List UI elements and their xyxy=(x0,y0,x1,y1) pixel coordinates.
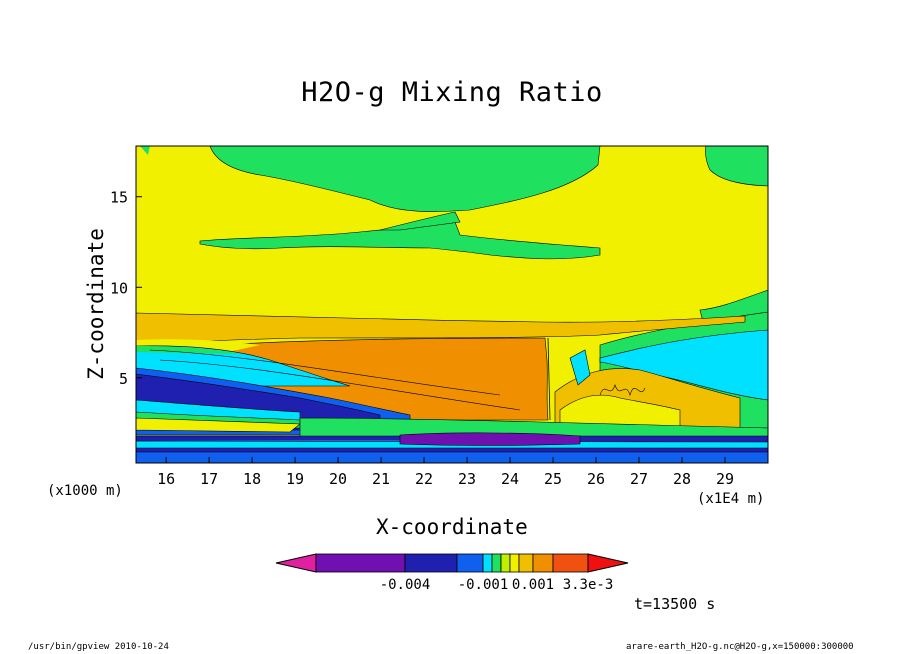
colorbar-segment xyxy=(456,553,484,573)
colorbar-label: -0.001 xyxy=(458,577,509,593)
y-tick-label: 10 xyxy=(110,279,128,297)
footer-right: arare-earth_H2O-g.nc@H2O-g,x=150000:3000… xyxy=(626,642,854,652)
x-axis-label: X-coordinate xyxy=(376,515,528,539)
colorbar-segment xyxy=(491,553,502,573)
colorbar-arrow-low xyxy=(275,553,317,573)
colorbar-segment xyxy=(552,553,589,573)
x-tick-label: 24 xyxy=(501,470,519,488)
y-tick-label: 5 xyxy=(119,370,128,388)
colorbar-arrow-high xyxy=(587,553,629,573)
x-unit-left: (x1000 m) xyxy=(47,483,123,499)
x-tick-label: 18 xyxy=(243,470,261,488)
y-tick-label: 15 xyxy=(110,189,128,207)
colorbar-label: 0.001 xyxy=(512,577,554,593)
x-tick-label: 28 xyxy=(673,470,691,488)
chart-title: H2O-g Mixing Ratio xyxy=(301,77,603,108)
plot-frame xyxy=(135,145,769,464)
x-tick-label: 21 xyxy=(372,470,390,488)
x-tick-label: 26 xyxy=(587,470,605,488)
x-tick-label: 19 xyxy=(286,470,304,488)
colorbar-segment xyxy=(518,553,534,573)
x-tick-label: 22 xyxy=(415,470,433,488)
x-tick-label: 29 xyxy=(716,470,734,488)
colorbar-label: -0.004 xyxy=(380,577,431,593)
colorbar-segment xyxy=(315,553,406,573)
colorbar-segment xyxy=(482,553,493,573)
x-tick-label: 23 xyxy=(458,470,476,488)
x-axis-ticks: 16 17 18 19 20 21 22 23 24 25 26 27 28 29 xyxy=(157,457,734,488)
colorbar-segment xyxy=(509,553,520,573)
x-unit-right: (x1E4 m) xyxy=(697,491,765,507)
colorbar-segment xyxy=(500,553,511,573)
time-label: t=13500 s xyxy=(634,595,716,613)
colorbar-segment xyxy=(532,553,554,573)
colorbar-segment xyxy=(404,553,458,573)
contour-field xyxy=(136,146,768,463)
x-tick-label: 16 xyxy=(157,470,175,488)
x-tick-label: 20 xyxy=(329,470,347,488)
x-tick-label: 25 xyxy=(544,470,562,488)
colorbar: -0.004 -0.001 0.001 3.3e-3 xyxy=(275,553,629,593)
footer-left: /usr/bin/gpview 2010-10-24 xyxy=(28,642,169,652)
y-axis-label: Z-coordinate xyxy=(84,228,108,380)
y-axis-ticks: 5 10 15 xyxy=(110,189,142,388)
colorbar-label: 3.3e-3 xyxy=(563,577,614,593)
x-tick-label: 27 xyxy=(630,470,648,488)
x-tick-label: 17 xyxy=(200,470,218,488)
